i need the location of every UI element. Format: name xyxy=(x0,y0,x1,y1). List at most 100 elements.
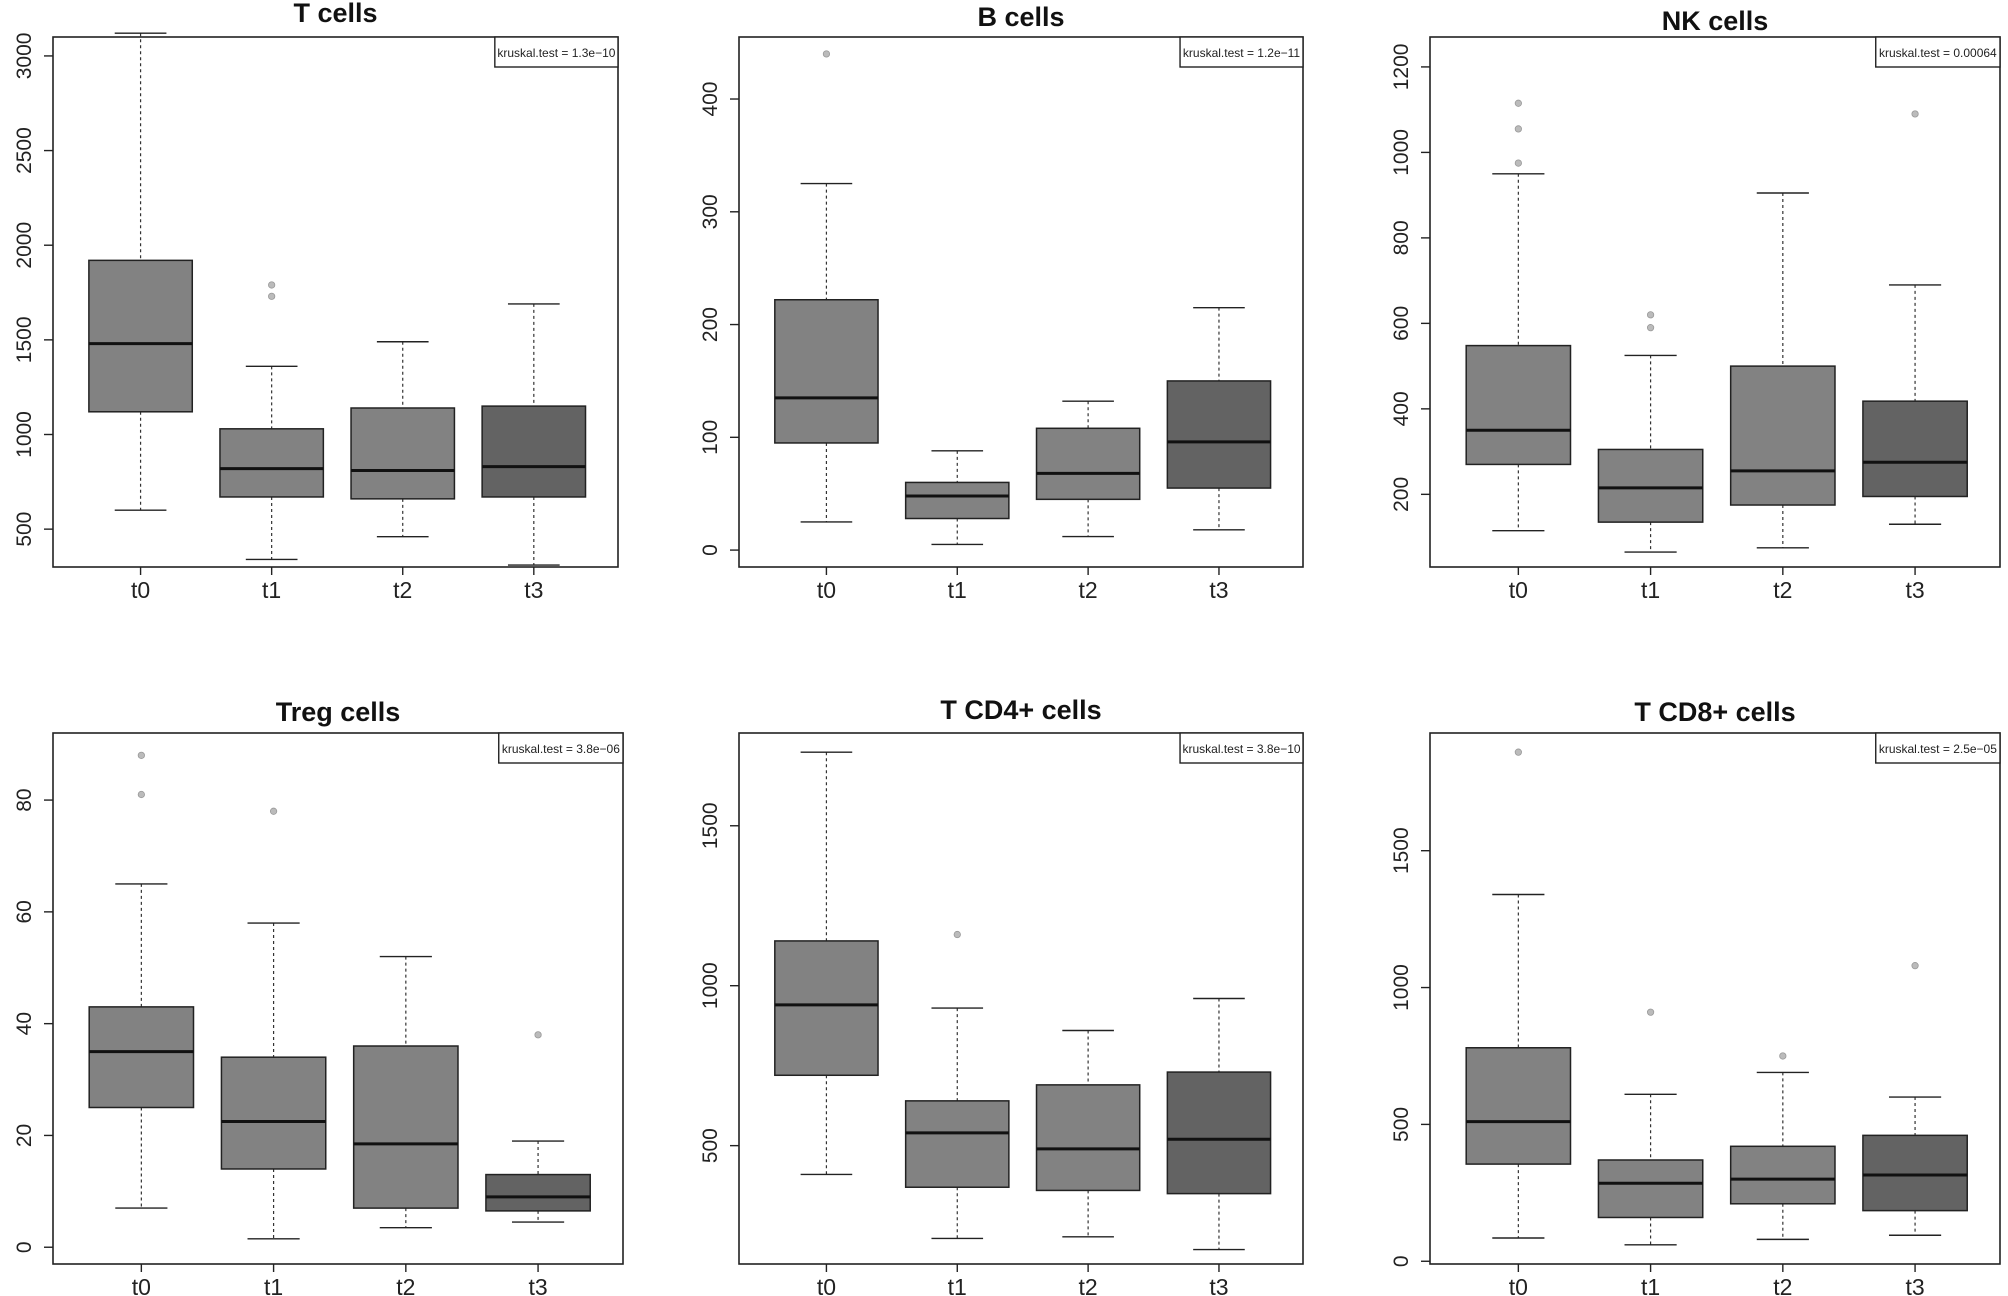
legend-box xyxy=(1875,36,2001,68)
legend-box xyxy=(1179,36,1304,68)
legend-text: kruskal.test = 3.8e−10 xyxy=(1182,742,1300,756)
legend-box xyxy=(1875,732,2001,764)
panel-2: NK cells 200 400 600 800 1000 1200 t0 t1 t2 t3 krus… xyxy=(1390,6,2001,603)
x-tick-label: t1 xyxy=(948,577,967,603)
y-tick-label: 200 xyxy=(699,307,722,342)
outlier-point xyxy=(534,1031,542,1039)
outlier-point xyxy=(953,930,961,939)
plot-frame xyxy=(52,36,619,568)
legend-text: kruskal.test = 0.00064 xyxy=(1879,46,1997,60)
iqr-box xyxy=(220,1056,327,1170)
iqr-box xyxy=(88,259,194,413)
x-tick-label: t3 xyxy=(1209,577,1228,603)
x-tick-label: t0 xyxy=(131,577,150,603)
outlier-point xyxy=(1646,324,1655,332)
y-tick-label: 300 xyxy=(699,194,722,229)
iqr-box xyxy=(1035,1084,1141,1192)
y-tick-label: 100 xyxy=(699,420,722,455)
iqr-box xyxy=(904,481,1010,520)
box-t2 xyxy=(1729,1052,1836,1241)
y-tick-label: 0 xyxy=(1390,1255,1413,1267)
plot-frame xyxy=(738,36,1304,568)
y-tick-label: 20 xyxy=(13,1124,36,1147)
outlier-point xyxy=(1646,1008,1655,1016)
box-t1 xyxy=(220,807,327,1240)
y-tick-label: 1000 xyxy=(13,411,36,458)
iqr-box xyxy=(88,1006,195,1109)
iqr-box xyxy=(904,1100,1010,1188)
y-tick-label: 3000 xyxy=(13,33,36,80)
box-t3 xyxy=(485,1031,591,1223)
box-t0 xyxy=(774,50,879,523)
box-t3 xyxy=(1862,110,1968,525)
y-tick-label: 0 xyxy=(13,1241,36,1253)
iqr-box xyxy=(1166,1071,1272,1195)
x-tick-label: t2 xyxy=(1079,1274,1098,1296)
box-t3 xyxy=(1166,306,1272,531)
plot-frame xyxy=(738,732,1304,1265)
x-tick-label: t0 xyxy=(1509,1274,1528,1296)
iqr-box xyxy=(219,428,325,498)
iqr-box xyxy=(1597,1159,1704,1219)
panel-3: Treg cells 0 20 40 60 80 t0 t1 t2 t3 kruskal.test … xyxy=(13,697,624,1296)
x-tick-label: t0 xyxy=(817,1274,836,1296)
y-tick-label: 500 xyxy=(13,512,36,547)
legend-text: kruskal.test = 1.2e−11 xyxy=(1183,46,1301,60)
y-tick-label: 1200 xyxy=(1390,44,1413,91)
plot-frame xyxy=(1429,36,2001,568)
panel-0: T cells 500 1000 1500 2000 2500 3000 t0 t1 t2 t3 kr… xyxy=(13,0,619,603)
x-tick-label: t3 xyxy=(1209,1274,1228,1296)
iqr-box xyxy=(1597,448,1704,523)
x-tick-label: t2 xyxy=(393,577,412,603)
y-tick-label: 1000 xyxy=(1390,129,1413,176)
iqr-box xyxy=(774,298,879,444)
x-tick-label: t0 xyxy=(1509,577,1528,603)
iqr-box xyxy=(1862,400,1968,498)
outlier-point xyxy=(268,281,276,289)
y-tick-label: 1500 xyxy=(1390,827,1413,874)
chart-title: T CD4+ cells xyxy=(940,695,1101,725)
box-t1 xyxy=(904,930,1010,1240)
x-tick-label: t1 xyxy=(262,577,281,603)
panel-5: T CD8+ cells 0 500 1000 1500 t0 t1 t2 t3 kruskal.… xyxy=(1390,697,2001,1296)
y-tick-label: 1000 xyxy=(1390,964,1413,1011)
y-tick-label: 800 xyxy=(1390,220,1413,255)
y-tick-label: 1500 xyxy=(13,316,36,363)
box-t0 xyxy=(1465,748,1572,1239)
y-tick-label: 400 xyxy=(699,81,722,116)
x-tick-label: t3 xyxy=(1905,577,1924,603)
outlier-point xyxy=(1646,311,1655,319)
outlier-point xyxy=(1514,125,1522,133)
x-tick-label: t1 xyxy=(264,1274,283,1296)
y-tick-label: 400 xyxy=(1390,391,1413,426)
legend-box xyxy=(1179,732,1304,764)
box-t1 xyxy=(1597,311,1704,553)
y-tick-label: 1000 xyxy=(699,962,722,1009)
x-tick-label: t2 xyxy=(396,1274,415,1296)
iqr-box xyxy=(1035,427,1141,501)
outlier-point xyxy=(1514,748,1522,756)
y-tick-label: 600 xyxy=(1390,306,1413,341)
legend-box xyxy=(498,732,624,764)
iqr-box xyxy=(485,1173,591,1212)
iqr-box xyxy=(774,940,879,1077)
iqr-box xyxy=(1862,1134,1968,1212)
y-tick-label: 500 xyxy=(699,1128,722,1163)
plot-frame xyxy=(52,732,624,1265)
box-t1 xyxy=(219,281,325,561)
box-t2 xyxy=(1729,192,1836,549)
box-t0 xyxy=(88,32,194,511)
chart-title: T cells xyxy=(293,0,377,28)
panel-4: T CD4+ cells 500 1000 1500 t0 t1 t2 t3 kruskal.t… xyxy=(699,695,1304,1296)
legend-text: kruskal.test = 3.8e−06 xyxy=(502,742,620,756)
box-t0 xyxy=(1465,99,1572,532)
box-t3 xyxy=(1862,962,1968,1236)
plot-frame xyxy=(1429,732,2001,1265)
chart-title: NK cells xyxy=(1662,6,1769,36)
chart-title: T CD8+ cells xyxy=(1634,697,1795,727)
x-tick-label: t1 xyxy=(948,1274,967,1296)
outlier-point xyxy=(137,790,145,799)
box-t3 xyxy=(481,303,587,566)
outlier-point xyxy=(1911,110,1919,118)
iqr-box xyxy=(1465,344,1572,466)
